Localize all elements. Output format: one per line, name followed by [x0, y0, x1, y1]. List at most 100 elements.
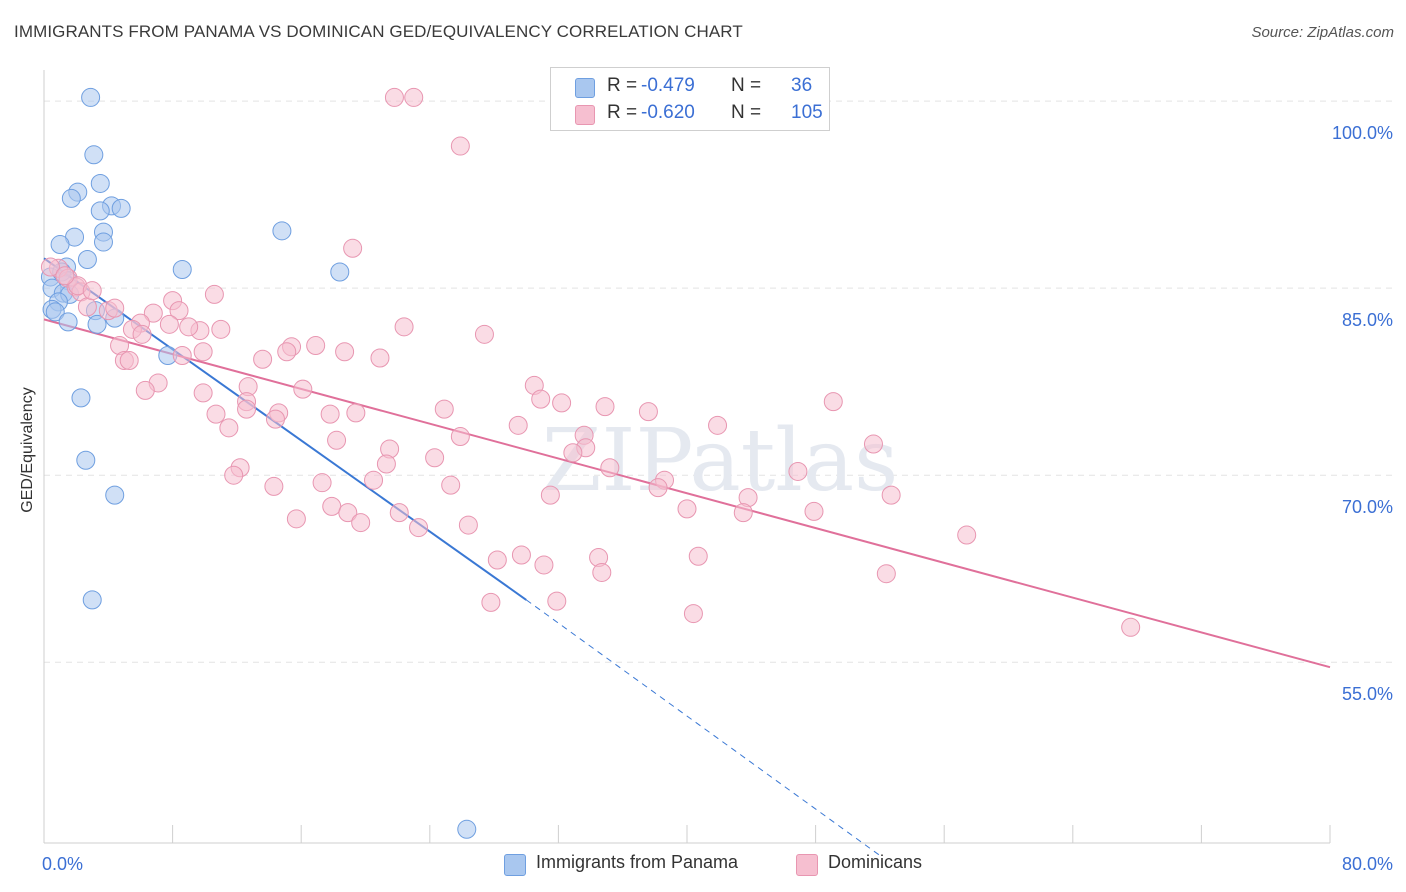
- y-tick-label: 100.0%: [1332, 123, 1393, 143]
- data-point: [434, 399, 454, 419]
- data-point: [450, 136, 470, 156]
- data-point: [592, 562, 612, 582]
- x-tick-label: 0.0%: [42, 854, 83, 874]
- legend-r-label: R =: [607, 75, 638, 96]
- legend-swatch-dominicans: [796, 854, 818, 876]
- data-point: [487, 550, 507, 570]
- data-point: [389, 503, 409, 523]
- data-point: [159, 314, 179, 334]
- data-point: [335, 342, 355, 362]
- legend-n-label: N =: [731, 75, 762, 96]
- data-point: [306, 336, 326, 356]
- data-point: [600, 458, 620, 478]
- data-point: [81, 87, 101, 107]
- data-point: [425, 448, 445, 468]
- data-point: [76, 450, 96, 470]
- legend-label-dominicans: Dominicans: [828, 852, 923, 872]
- data-point: [169, 301, 189, 321]
- data-point: [293, 379, 313, 399]
- data-point: [876, 564, 896, 584]
- axes: [43, 70, 1331, 844]
- data-point: [364, 470, 384, 490]
- data-point: [143, 303, 163, 323]
- data-point: [531, 389, 551, 409]
- data-point: [179, 317, 199, 337]
- data-point: [957, 525, 977, 545]
- data-point: [90, 201, 110, 221]
- data-point: [511, 545, 531, 565]
- data-point: [441, 475, 461, 495]
- data-point: [540, 485, 560, 505]
- legend-n-value: 36: [791, 75, 813, 96]
- data-point: [237, 399, 257, 419]
- data-point: [450, 427, 470, 447]
- data-point: [322, 496, 342, 516]
- legend-n-label: N =: [731, 102, 762, 123]
- data-point: [330, 262, 350, 282]
- data-point: [481, 592, 501, 612]
- data-point: [84, 145, 104, 165]
- tick-labels: 100.0% 85.0% 70.0% 55.0% 0.0% 80.0%: [42, 123, 1393, 874]
- data-point: [1121, 617, 1141, 637]
- data-point: [211, 319, 231, 339]
- data-point: [50, 235, 70, 255]
- legend-swatch-panama: [575, 78, 595, 98]
- data-point: [277, 342, 297, 362]
- legend-r-value: -0.620: [641, 102, 695, 123]
- data-point: [172, 259, 192, 279]
- data-point: [265, 409, 285, 429]
- data-point: [534, 555, 554, 575]
- series-dominicans: [40, 87, 1141, 637]
- data-points: [40, 87, 1141, 839]
- data-point: [552, 393, 572, 413]
- data-point: [547, 591, 567, 611]
- data-point: [733, 503, 753, 523]
- trend-extension: [525, 599, 881, 856]
- data-point: [224, 465, 244, 485]
- trend-lines: [43, 257, 1331, 856]
- y-tick-label: 70.0%: [1342, 497, 1393, 517]
- data-point: [132, 324, 152, 344]
- data-point: [351, 513, 371, 533]
- data-point: [193, 383, 213, 403]
- data-point: [40, 257, 60, 277]
- data-point: [272, 221, 292, 241]
- trend-line: [43, 257, 527, 601]
- legend-label-panama: Immigrants from Panama: [536, 852, 739, 872]
- y-tick-label: 85.0%: [1342, 310, 1393, 330]
- data-point: [204, 284, 224, 304]
- data-point: [82, 281, 102, 301]
- data-point: [404, 87, 424, 107]
- data-point: [327, 430, 347, 450]
- data-point: [881, 485, 901, 505]
- data-point: [394, 317, 414, 337]
- legend-swatch-panama: [504, 854, 526, 876]
- data-point: [474, 324, 494, 344]
- data-point: [346, 403, 366, 423]
- data-point: [93, 232, 113, 252]
- data-point: [863, 434, 883, 454]
- data-point: [87, 314, 107, 334]
- data-point: [77, 297, 97, 317]
- chart-title: IMMIGRANTS FROM PANAMA VS DOMINICAN GED/…: [14, 22, 743, 41]
- data-point: [320, 404, 340, 424]
- data-point: [804, 501, 824, 521]
- data-point: [563, 443, 583, 463]
- legend-r-label: R =: [607, 102, 638, 123]
- data-point: [458, 515, 478, 535]
- data-point: [376, 454, 396, 474]
- series-panama: [40, 87, 477, 839]
- data-point: [338, 503, 358, 523]
- data-point: [343, 238, 363, 258]
- legend-n-value: 105: [791, 102, 823, 123]
- data-point: [111, 198, 131, 218]
- data-point: [708, 415, 728, 435]
- y-axis-label: GED/Equivalency: [19, 387, 36, 513]
- data-point: [638, 402, 658, 422]
- data-point: [135, 380, 155, 400]
- data-point: [219, 418, 239, 438]
- x-tick-label: 80.0%: [1342, 854, 1393, 874]
- data-point: [206, 404, 226, 424]
- data-point: [312, 473, 332, 493]
- data-point: [286, 509, 306, 529]
